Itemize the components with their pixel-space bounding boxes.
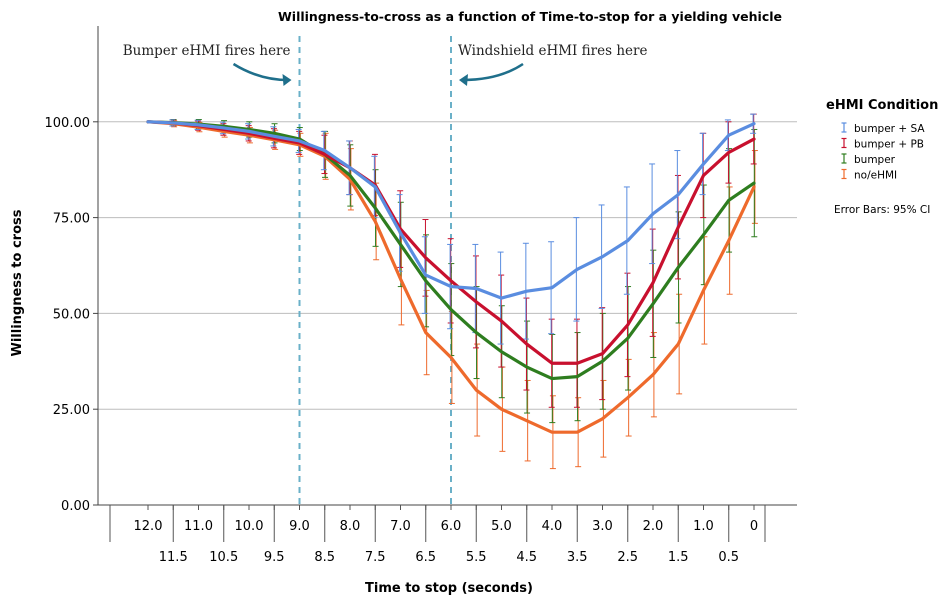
annotation-arrow-0: [232, 62, 288, 82]
series-line-2: [146, 120, 756, 381]
x-tick-label-upper: 6.0: [441, 519, 462, 534]
x-tick-label-lower: 7.5: [365, 550, 386, 565]
x-tick-label-upper: 2.0: [643, 519, 664, 534]
x-tick-label-lower: 0.5: [718, 550, 739, 565]
legend-label-1: bumper + PB: [854, 139, 924, 151]
y-axis-label: Willingness to cross: [10, 209, 25, 356]
gridlines: [98, 121, 797, 410]
series-1: [169, 113, 757, 408]
x-tick-label-upper: 0: [750, 519, 758, 534]
x-tick-label-lower: 11.5: [159, 550, 188, 565]
x-tick-label-lower: 1.5: [668, 550, 689, 565]
series-line-1: [146, 120, 756, 365]
series-line-3: [146, 120, 756, 434]
y-tick-label: 100.00: [45, 116, 91, 131]
chart-title: Willingness-to-cross as a function of Ti…: [278, 9, 782, 24]
x-tick-label-upper: 1.0: [693, 519, 714, 534]
x-tick-label-lower: 10.5: [209, 550, 238, 565]
x-tick-label-lower: 8.5: [314, 550, 335, 565]
x-tick-label-upper: 11.0: [184, 519, 213, 534]
y-tick-label: 50.00: [53, 307, 90, 322]
legend-label-2: bumper: [854, 154, 896, 166]
y-tick-label: 25.00: [53, 403, 90, 418]
x-tick-label-upper: 5.0: [491, 519, 512, 534]
legend-title: eHMI Condition: [826, 98, 938, 113]
x-axis-label: Time to stop (seconds): [365, 581, 533, 596]
annotations: Bumper eHMI fires here Windshield eHMI fi…: [123, 43, 647, 86]
series-0: [169, 113, 757, 345]
legend-note: Error Bars: 95% CI: [834, 204, 930, 216]
annotation-label-1: Windshield eHMI fires here: [458, 43, 647, 59]
annotation-arrowhead-1: [459, 74, 468, 86]
legend-label-3: no/eHMI: [854, 170, 897, 182]
reference-lines: [298, 36, 452, 505]
x-tick-label-upper: 10.0: [235, 519, 264, 534]
x-tick-label-lower: 9.5: [264, 550, 285, 565]
legend-label-0: bumper + SA: [854, 123, 925, 135]
plot-frame: [97, 26, 797, 506]
annotation-label-0: Bumper eHMI fires here: [123, 43, 291, 59]
series-2: [170, 119, 758, 424]
legend: eHMI Condition bumper + SA bumper + PB bum…: [826, 98, 938, 216]
x-axis: 12.0 11.0 10.0 9.0 8.0 7.0 6.0 5.0 4.0 3.0 2.0 1.0 0…: [109, 505, 766, 565]
x-tick-label-upper: 8.0: [340, 519, 361, 534]
x-tick-label-lower: 6.5: [415, 550, 436, 565]
x-tick-label-upper: 12.0: [134, 519, 163, 534]
series-group: [146, 113, 758, 470]
x-tick-label-lower: 2.5: [617, 550, 638, 565]
annotation-arrowhead-0: [282, 74, 292, 86]
x-tick-label-upper: 3.0: [592, 519, 613, 534]
x-tick-label-upper: 7.0: [390, 519, 411, 534]
x-tick-label-upper: 9.0: [289, 519, 310, 534]
y-tick-label: 0.00: [61, 499, 90, 514]
x-tick-label-lower: 5.5: [466, 550, 487, 565]
y-axis: 0.00 25.00 50.00 75.00 100.00: [45, 116, 98, 514]
series-line-0: [146, 120, 756, 300]
series-3: [171, 120, 758, 470]
x-tick-label-lower: 4.5: [516, 550, 537, 565]
annotation-arrow-1: [462, 62, 524, 82]
y-tick-label: 75.00: [53, 212, 90, 227]
x-tick-label-lower: 3.5: [567, 550, 588, 565]
x-tick-label-upper: 4.0: [542, 519, 563, 534]
